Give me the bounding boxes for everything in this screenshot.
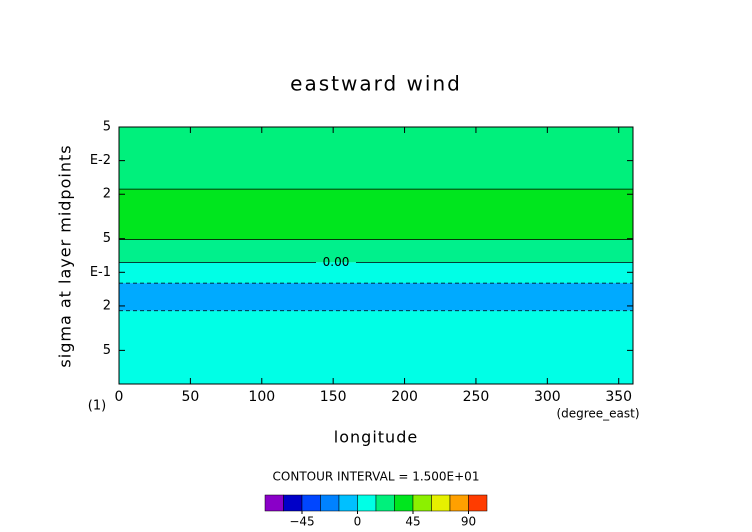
y-axis-label: sigma at layer midpoints (56, 144, 75, 367)
x-tick-label: 250 (463, 389, 490, 405)
colorbar-tick-label: −45 (289, 515, 314, 529)
colorbar-tick-label: 90 (461, 515, 476, 529)
x-axis-units: (degree_east) (556, 407, 639, 421)
colorbar-cell (412, 494, 432, 512)
contour-label: 0.00 (323, 255, 350, 269)
x-tick-label: 150 (320, 389, 347, 405)
colorbar-cell (338, 494, 358, 512)
colorbar-tick-label: 45 (405, 515, 420, 529)
colorbar-cell (357, 494, 377, 512)
x-tick-label: 100 (248, 389, 275, 405)
contour-band (119, 239, 633, 263)
contour-band (119, 189, 633, 240)
colorbar-cell (468, 494, 488, 512)
x-tick-label: 350 (605, 389, 632, 405)
colorbar-cell (375, 494, 395, 512)
x-tick-label: 0 (115, 389, 124, 405)
y-tick-label: 2 (103, 298, 111, 313)
colorbar-cell (283, 494, 303, 512)
colorbar-cell (431, 494, 451, 512)
colorbar-cell (449, 494, 469, 512)
contour-interval: CONTOUR INTERVAL = 1.500E+01 (273, 470, 480, 484)
colorbar-cell (394, 494, 414, 512)
y-tick-label: (1) (88, 399, 106, 414)
chart-title: eastward wind (290, 72, 462, 96)
y-tick-label: E-1 (90, 265, 111, 280)
colorbar-cell (264, 494, 284, 512)
x-tick-label: 50 (181, 389, 199, 405)
x-tick-label: 300 (534, 389, 561, 405)
colorbar-cell (301, 494, 321, 512)
contour-band (119, 127, 633, 190)
colorbar-cell (320, 494, 340, 512)
x-axis-label: longitude (334, 428, 418, 447)
y-tick-label: 5 (103, 120, 111, 135)
contour-band (119, 262, 633, 284)
y-tick-label: 5 (103, 343, 111, 358)
y-tick-label: 5 (103, 231, 111, 246)
contour-band (119, 310, 633, 384)
y-tick-label: E-2 (90, 153, 111, 168)
y-tick-label: 2 (103, 187, 111, 202)
x-tick-label: 200 (391, 389, 418, 405)
plot-frame (118, 126, 634, 385)
contour-band (119, 283, 633, 311)
colorbar-tick-label: 0 (354, 515, 362, 529)
